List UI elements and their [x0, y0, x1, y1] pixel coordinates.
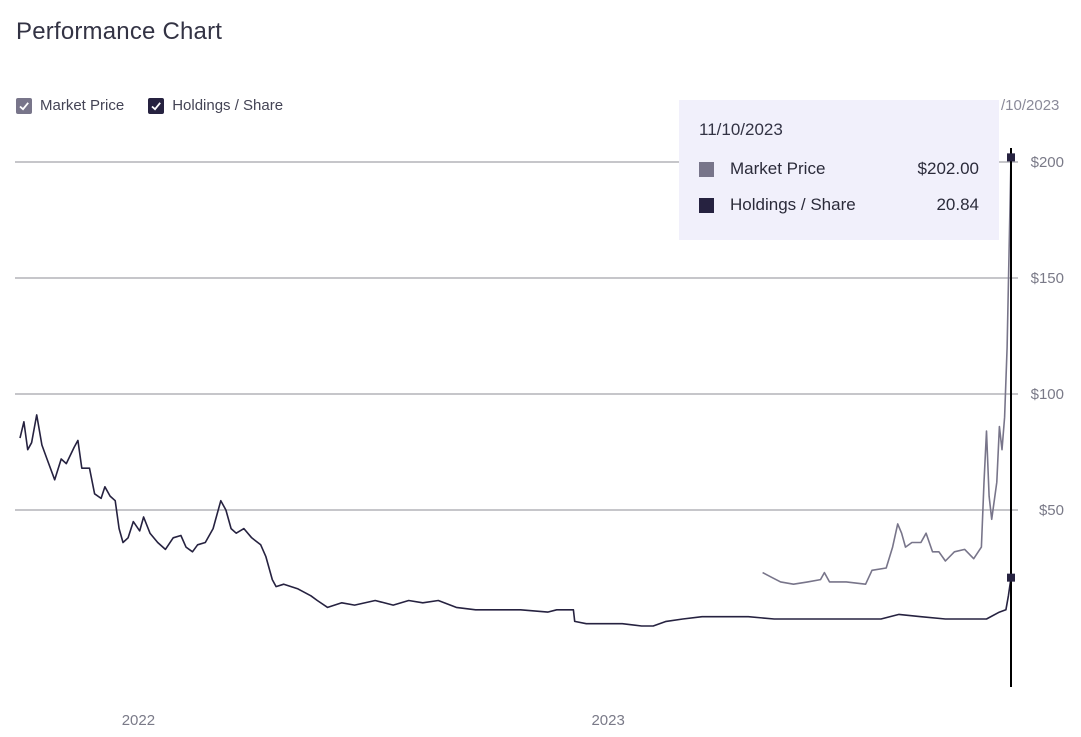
x-tick-label: 2023	[591, 712, 624, 729]
y-tick-label: $150	[1031, 270, 1064, 287]
tooltip-value: $202.00	[917, 159, 979, 178]
hover-marker	[1007, 153, 1015, 162]
x-tick-label: 2022	[122, 712, 155, 729]
hover-cursor	[1007, 148, 1015, 687]
tooltip-date: 11/10/2023	[699, 120, 783, 139]
checkmark-icon	[151, 101, 162, 111]
chart-tooltip: 11/10/2023 Market Price $202.00 Holdings…	[679, 100, 999, 240]
tooltip-row-holdings-share: Holdings / Share 20.84	[699, 194, 979, 216]
tooltip-label: Market Price	[730, 159, 826, 178]
chart-legend: Market Price Holdings / Share	[16, 97, 283, 114]
y-tick-label: $50	[1039, 502, 1064, 519]
series-layer	[19, 157, 1012, 627]
market-price-checkbox[interactable]	[16, 97, 32, 114]
legend-label-holdings-share: Holdings / Share	[172, 97, 284, 114]
y-tick-label: $100	[1031, 386, 1064, 403]
hover-date-label: /10/2023	[1001, 97, 1060, 114]
series-line-holdings-share	[19, 414, 1012, 627]
axis-labels: $200 $150 $100 $50 2022 2023	[122, 154, 1064, 729]
holdings-share-swatch	[699, 197, 714, 213]
hover-marker	[1007, 573, 1015, 582]
legend-item-market-price[interactable]: Market Price	[16, 97, 124, 114]
tooltip-row-market-price: Market Price $202.00	[699, 158, 979, 180]
y-tick-label: $200	[1031, 154, 1064, 171]
chart-title: Performance Chart	[16, 18, 223, 45]
legend-label-market-price: Market Price	[40, 97, 125, 114]
legend-item-holdings-share[interactable]: Holdings / Share	[148, 97, 283, 114]
checkmark-icon	[19, 101, 29, 111]
series-line-market-price	[762, 157, 1012, 585]
tooltip-label: Holdings / Share	[730, 195, 856, 214]
holdings-share-checkbox[interactable]	[148, 97, 165, 114]
tooltip-value: 20.84	[936, 195, 979, 214]
market-price-swatch	[699, 161, 714, 177]
